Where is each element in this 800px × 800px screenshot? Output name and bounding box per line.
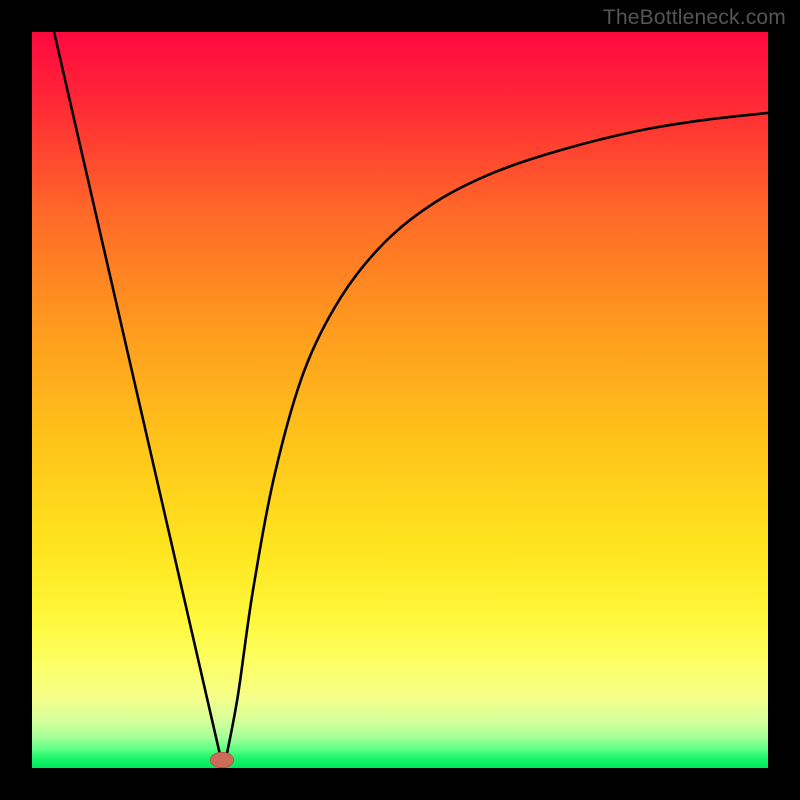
plot-area <box>32 32 768 768</box>
bottleneck-curve <box>54 32 768 753</box>
optimum-marker <box>210 752 234 768</box>
watermark-text: TheBottleneck.com <box>603 6 786 30</box>
chart-container: TheBottleneck.com <box>0 0 800 800</box>
curve-layer <box>32 32 768 768</box>
